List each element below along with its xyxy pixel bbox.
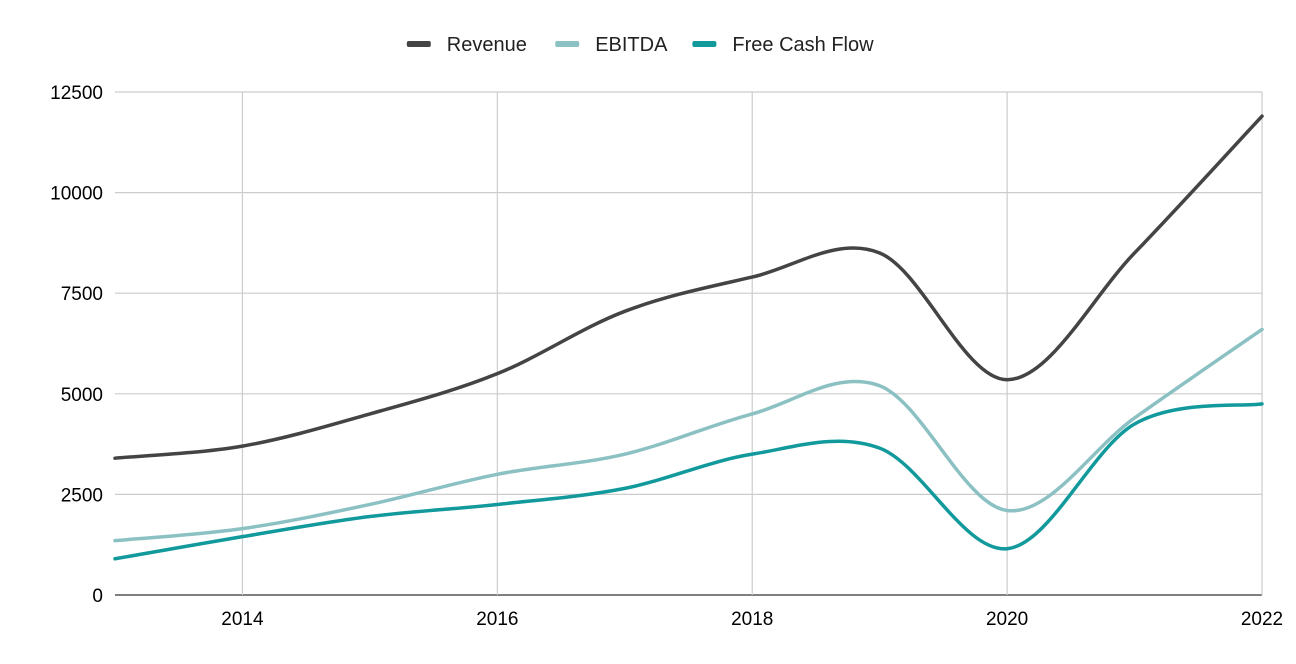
legend-label-free-cash-flow: Free Cash Flow	[732, 34, 874, 56]
legend-swatch-ebitda	[555, 41, 580, 47]
series-line-ebitda	[113, 327, 1264, 543]
x-tick-label: 2016	[476, 609, 518, 630]
y-tick-label: 7500	[61, 284, 103, 305]
y-tick-label: 10000	[50, 184, 103, 205]
grid	[115, 91, 1263, 596]
legend-swatch-revenue	[406, 41, 431, 47]
legend-swatch-free-cash-flow	[692, 41, 717, 47]
legend-label-ebitda: EBITDA	[595, 34, 668, 56]
legend: Revenue EBITDA Free Cash Flow	[406, 34, 874, 56]
series-line-revenue	[113, 114, 1264, 460]
y-tick-label: 5000	[61, 385, 103, 406]
y-tick-label: 12500	[50, 83, 103, 104]
series-lines	[113, 114, 1264, 561]
y-tick-label: 0	[92, 586, 103, 607]
x-tick-label: 2014	[221, 609, 264, 630]
axes: 0 2500 5000 7500 10000 12500 2014 2016 2018 2020 2…	[50, 83, 1283, 630]
x-tick-label: 2018	[731, 609, 773, 630]
y-tick-label: 2500	[61, 485, 103, 506]
series-line-free-cash-flow	[113, 402, 1264, 561]
x-tick-label: 2020	[986, 609, 1028, 630]
legend-label-revenue: Revenue	[447, 34, 527, 56]
x-tick-label: 2022	[1241, 609, 1283, 630]
